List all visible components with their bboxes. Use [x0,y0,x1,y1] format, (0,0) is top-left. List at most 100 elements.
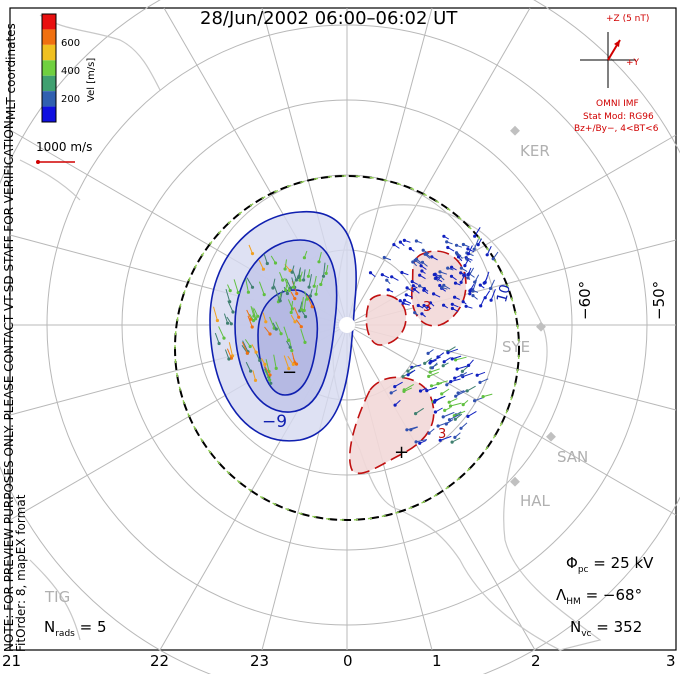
velocity-vector-origin [302,308,306,313]
station-san: SAN [557,448,589,466]
velocity-vector [247,315,253,328]
velocity-vector-origin [303,340,307,344]
velocity-vector [462,372,473,378]
model-vectors-ring [174,175,520,521]
imf-dial [580,32,636,88]
velocity-vector [415,407,424,415]
velocity-vector-origin [300,308,304,312]
velocity-vector-origin [293,320,297,324]
velocity-vector [285,280,289,291]
velocity-vector-origin [432,292,436,296]
velocity-vector-origin [440,285,444,289]
colorbar-block [42,14,56,30]
velocity-vector [437,380,448,385]
velocity-vector-origin [248,344,252,349]
velocity-vector-origin [254,317,258,321]
velocity-vector [490,289,496,301]
velocity-vector-origin [307,285,311,289]
velocity-vector-origin [468,292,472,296]
velocity-vector-origin [461,300,465,304]
velocity-vector-origin [317,260,321,264]
velocity-vector [415,439,428,443]
station-ker: KER [520,142,550,160]
nrads-value: = 5 [79,618,107,636]
velocity-vector [443,411,455,418]
velocity-vector-origin [411,284,415,288]
velocity-vector-origin [271,286,275,290]
radar-count: Nrads = 5 [44,618,107,639]
velocity-vector [245,361,252,372]
nvc-symbol: N [570,618,582,636]
velocity-vector-origin [433,410,437,414]
velocity-vector-origin [483,296,487,300]
velocity-vector-origin [428,301,433,305]
velocity-vector-origin [302,278,306,282]
reference-vector-label: 1000 m/s [36,140,93,154]
station-hal: HAL [520,492,550,510]
velocity-vector-origin [426,351,430,355]
velocity-vector-origin [482,281,486,285]
velocity-vector [225,288,231,302]
contour-label-3b: 3 [438,427,447,442]
velocity-vector [431,382,442,387]
imf-source: OMNI IMF [596,99,639,109]
velocity-vector-origin [438,270,442,274]
velocity-vector [273,354,277,369]
velocity-vector-origin [279,332,283,336]
nvc-sub: vc [581,629,592,639]
velocity-vector-origin [274,366,278,370]
velocity-vector [290,301,294,313]
velocity-vector [454,410,466,417]
reference-vector-dot [36,160,40,164]
phi-symbol: Φ [566,554,578,572]
velocity-vector-origin [295,292,299,296]
velocity-vector-origin [429,384,434,388]
velocity-vector-origin [324,271,328,275]
velocity-vector [287,355,294,365]
velocity-vector-origin [478,283,482,287]
velocity-vector-origin [447,418,452,422]
velocity-vector [301,296,304,310]
velocity-vector-origin [236,291,240,295]
velocity-vector-origin [401,301,405,305]
nrads-symbol: N [44,618,56,636]
mlt-tick-23: 23 [250,652,270,670]
velocity-vector-origin [450,306,454,311]
velocity-vector [426,386,437,392]
velocity-vector-origin [321,274,326,278]
velocity-vector-origin [446,245,450,250]
velocity-vector [440,435,452,441]
velocity-vector-origin [393,403,397,407]
velocity-vector-origin [438,438,442,442]
velocity-vector-origin [389,391,393,395]
velocity-vector-origin [463,264,467,268]
velocity-vector-origin [442,303,446,307]
velocity-vector-origin [284,288,288,292]
velocity-vector-origin [422,288,426,292]
map-title: 28/Jun/2002 06:00–06:02 UT [200,8,458,29]
velocity-vector-origin [450,440,454,444]
velocity-vector-origin [293,297,297,301]
velocity-vector [264,367,270,378]
velocity-vector-origin [302,256,306,260]
velocity-vector-origin [401,375,405,379]
lat-label-60: −60° [576,280,594,320]
mlt-tick-22: 22 [150,652,170,670]
velocity-vector-origin [274,327,278,331]
velocity-vector-origin [418,273,422,277]
lambda-symbol: Λ [556,586,567,604]
colorbar-block [42,75,56,92]
velocity-vector [283,355,290,369]
velocity-vector-origin [229,356,233,360]
velocity-vector-origin [291,285,295,289]
velocity-vector [306,295,313,307]
velocity-vector [437,421,449,427]
velocity-vector-origin [450,357,454,361]
velocity-vector-origin [440,392,444,396]
velocity-vector-origin [268,373,272,377]
velocity-vector-origin [416,303,420,308]
nrads-sub: rads [55,629,75,639]
min-potential-marker: − [282,362,298,383]
velocity-vector-origin [405,428,409,432]
velocity-vector-origin [446,351,450,355]
